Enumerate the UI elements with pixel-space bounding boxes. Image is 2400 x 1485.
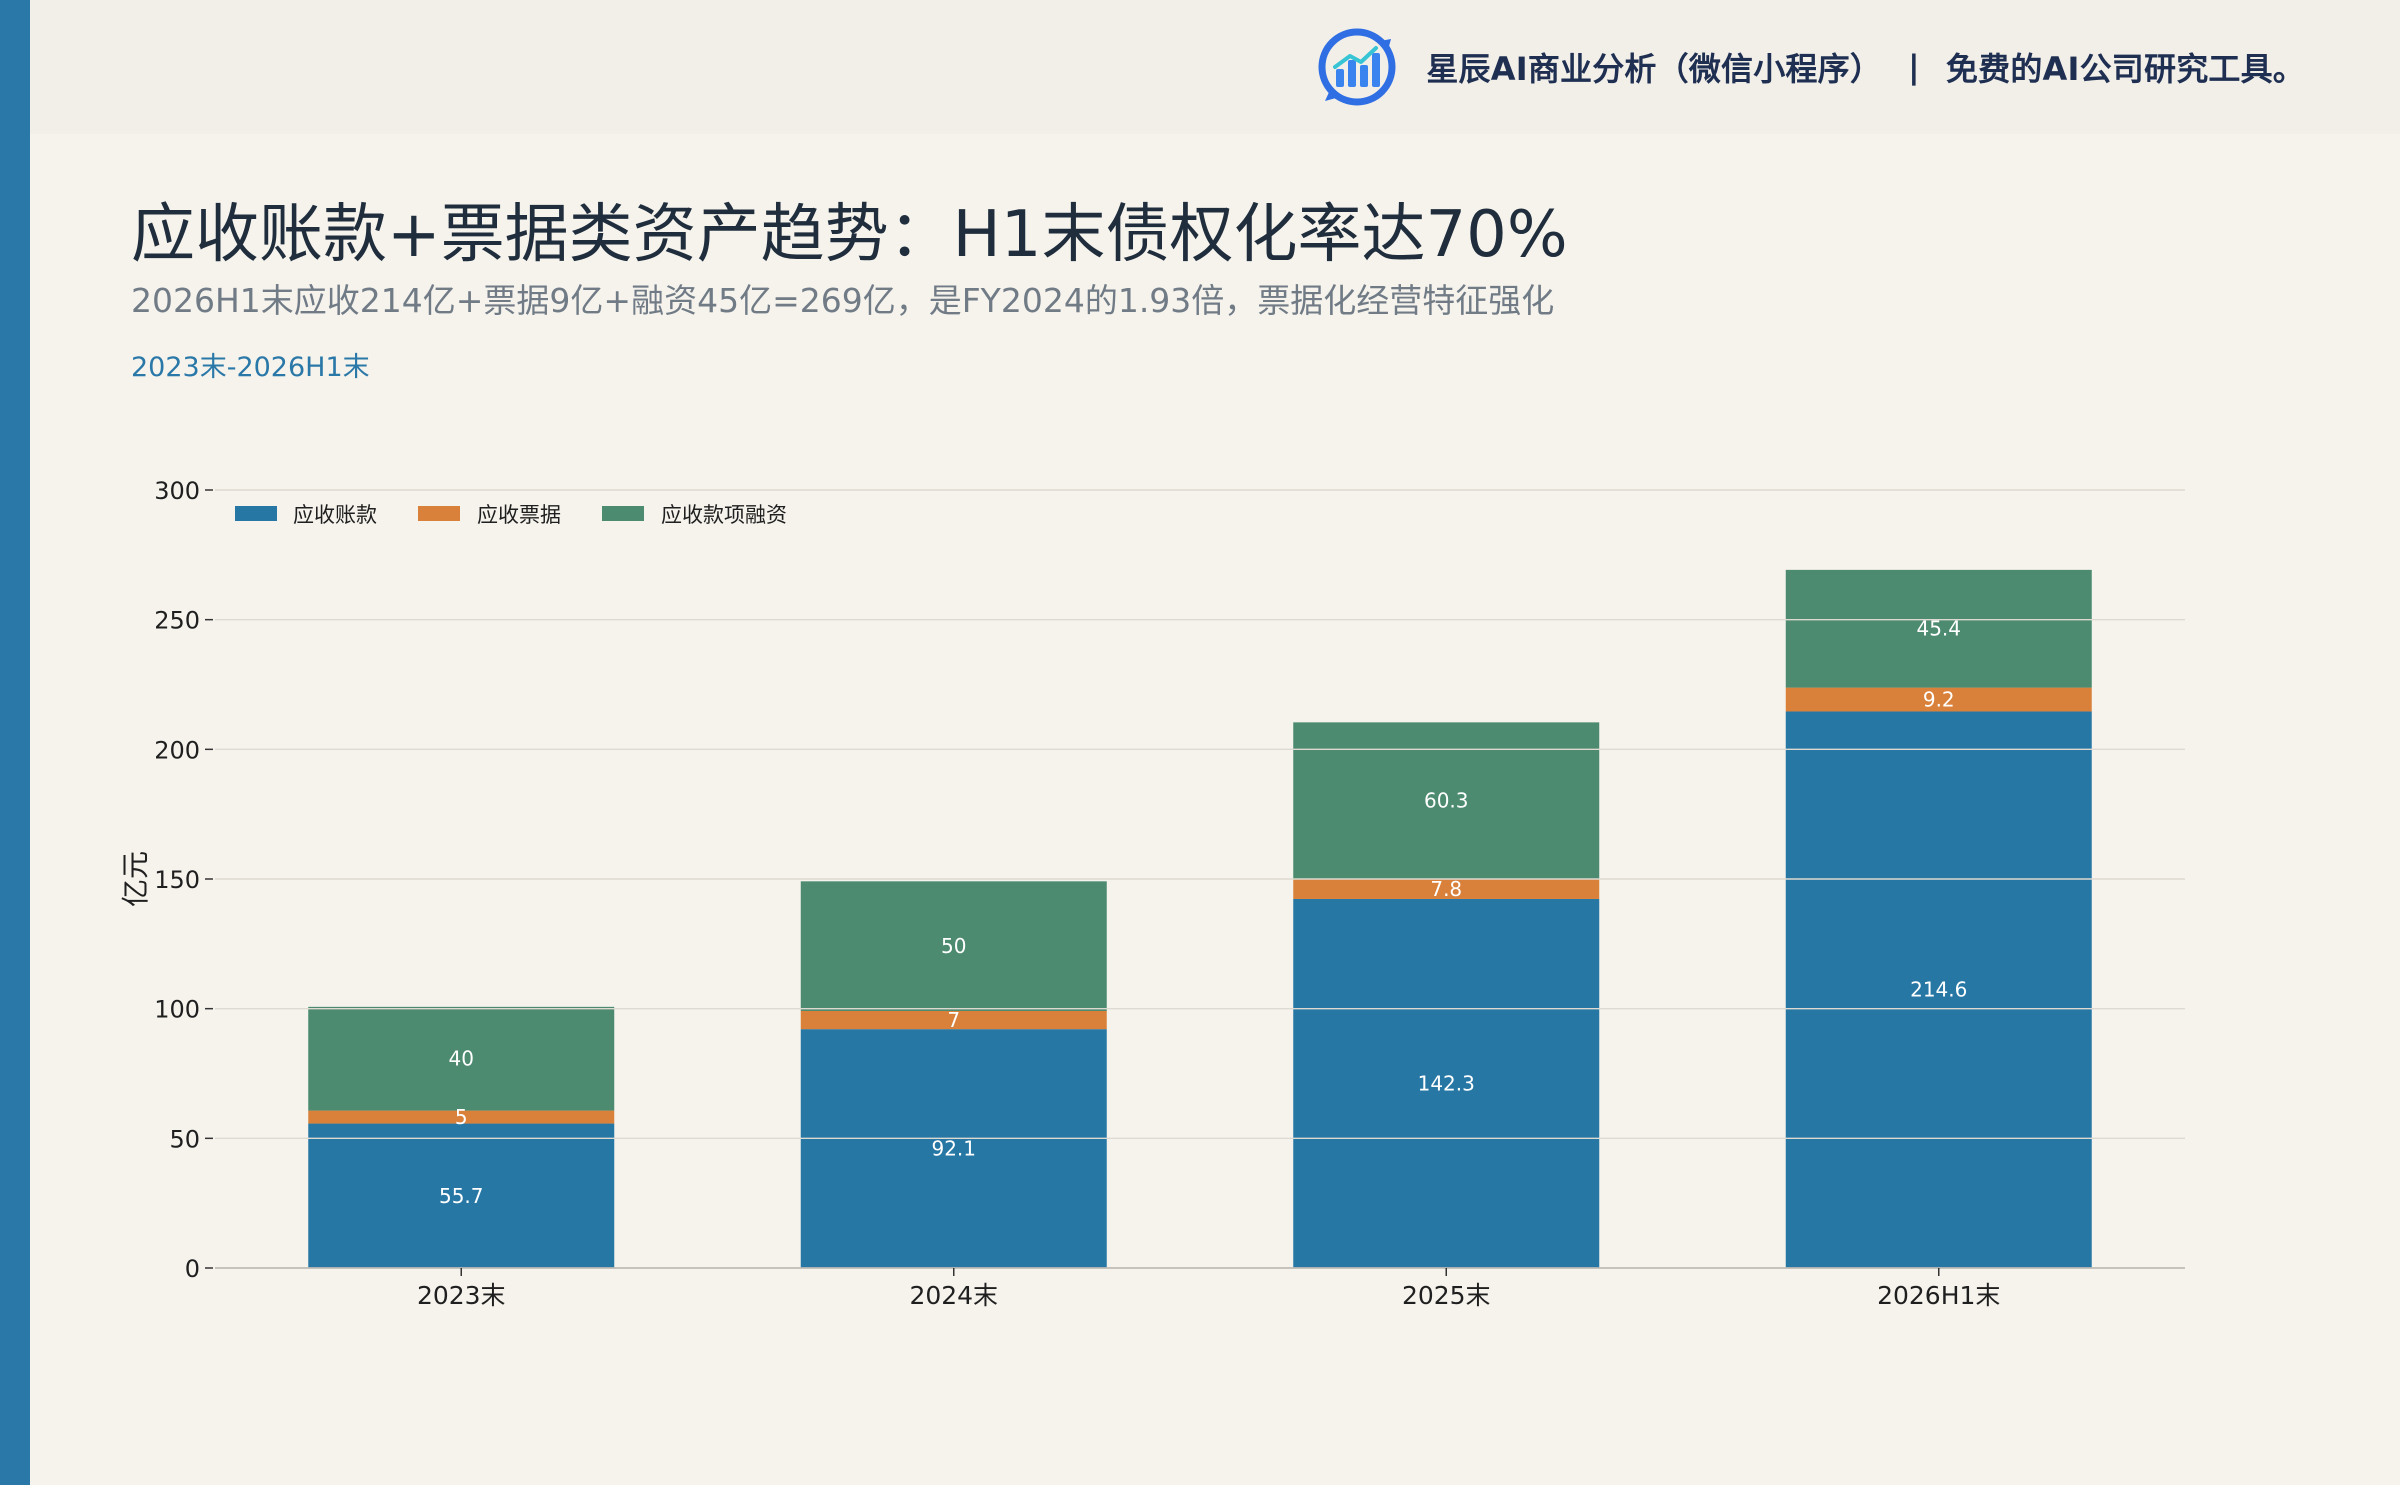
y-tick-label: 0 bbox=[185, 1255, 200, 1283]
bar-segment bbox=[1785, 711, 2092, 1268]
brand-tagline: 免费的AI公司研究工具。 bbox=[1945, 50, 2305, 88]
y-tick-label: 150 bbox=[154, 866, 200, 894]
bar-segment bbox=[1785, 569, 2092, 688]
brand-banner: 星辰AI商业分析（微信小程序） | 免费的AI公司研究工具。 bbox=[1316, 22, 2305, 112]
axes: 0 50 100 150 200 250 300 亿元 2023末 2024末 2025末 2026H… bbox=[119, 477, 2185, 1310]
bars bbox=[308, 569, 2092, 1268]
chart-title: 应收账款+票据类资产趋势：H1末债权化率达70% bbox=[131, 198, 1568, 272]
bar-segment bbox=[1293, 898, 1600, 1268]
bar-value-label: 92.1 bbox=[931, 1137, 976, 1161]
legend-swatch bbox=[235, 506, 277, 521]
brand-separator: | bbox=[1908, 48, 1920, 86]
x-tick-label: 2023末 bbox=[417, 1281, 506, 1310]
brand-name: 星辰AI商业分析（微信小程序） bbox=[1426, 50, 1883, 88]
bar-segment bbox=[1293, 878, 1600, 899]
bar-segment bbox=[1785, 687, 2092, 712]
bar-value-label: 60.3 bbox=[1424, 789, 1469, 813]
y-tick-label: 300 bbox=[154, 477, 200, 505]
bar-segment bbox=[800, 1011, 1107, 1030]
brand-logo-icon bbox=[1318, 28, 1396, 106]
x-tick-label: 2025末 bbox=[1402, 1281, 1491, 1310]
bar-value-label: 7 bbox=[947, 1008, 960, 1032]
bar-segment bbox=[308, 1006, 615, 1111]
bar-value-label: 40 bbox=[449, 1047, 474, 1071]
bar-value-label: 50 bbox=[941, 934, 966, 958]
bar-value-label: 5 bbox=[455, 1105, 468, 1129]
legend-label: 应收账款 bbox=[293, 503, 377, 527]
y-tick-label: 250 bbox=[154, 607, 200, 635]
y-axis-label: 亿元 bbox=[119, 851, 152, 907]
y-tick-label: 50 bbox=[169, 1125, 200, 1153]
x-tick-label: 2026H1末 bbox=[1877, 1281, 2000, 1310]
legend-swatch bbox=[418, 506, 460, 521]
data-labels: 55.7 5 40 92.1 7 50 142.3 7.8 60.3 214.6 9.2 45.4 bbox=[439, 617, 1967, 1208]
bar-segment bbox=[308, 1110, 615, 1124]
legend-label: 应收款项融资 bbox=[661, 503, 787, 527]
y-tick-label: 200 bbox=[154, 736, 200, 764]
chart-subtitle: 2026H1末应收214亿+票据9亿+融资45亿=269亿，是FY2024的1.… bbox=[131, 281, 1555, 320]
bar-value-label: 142.3 bbox=[1418, 1071, 1475, 1095]
y-tick-label: 100 bbox=[154, 996, 200, 1024]
legend: 应收账款 应收票据 应收款项融资 bbox=[235, 503, 787, 527]
bar-segment bbox=[1293, 722, 1600, 879]
bar-value-label: 214.6 bbox=[1910, 978, 1967, 1002]
left-accent-bar bbox=[0, 0, 30, 1485]
date-range-label: 2023末-2026H1末 bbox=[131, 352, 370, 383]
bar-segment bbox=[308, 1123, 615, 1268]
x-tick-label: 2024末 bbox=[909, 1281, 998, 1310]
bar-value-label: 45.4 bbox=[1916, 617, 1961, 641]
bar-value-label: 9.2 bbox=[1923, 688, 1955, 712]
top-bar: 星辰AI商业分析（微信小程序） | 免费的AI公司研究工具。 bbox=[30, 0, 2400, 134]
bar-segment bbox=[800, 1029, 1107, 1268]
legend-swatch bbox=[602, 506, 644, 521]
legend-label: 应收票据 bbox=[477, 503, 561, 527]
bar-segment bbox=[800, 881, 1107, 1011]
brand-text: 星辰AI商业分析（微信小程序） | 免费的AI公司研究工具。 bbox=[1426, 44, 2305, 90]
bar-value-label: 7.8 bbox=[1430, 877, 1462, 901]
bar-value-label: 55.7 bbox=[439, 1184, 484, 1208]
